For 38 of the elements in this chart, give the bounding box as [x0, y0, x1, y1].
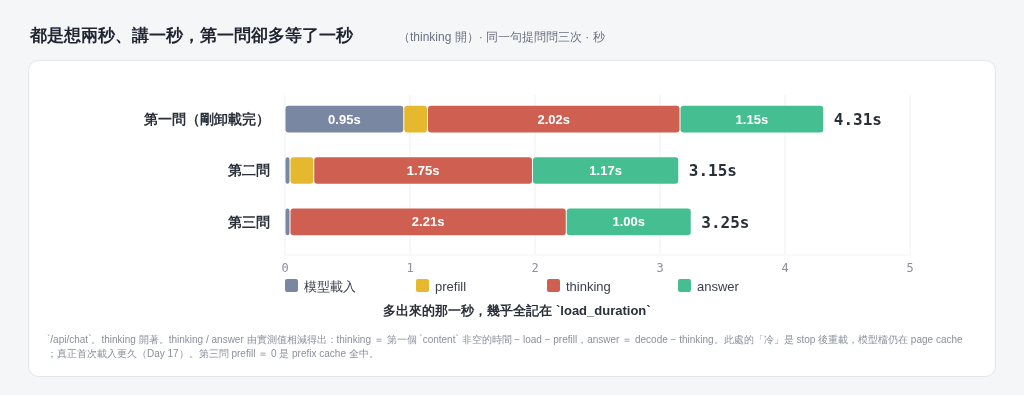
- bar: [285, 105, 404, 133]
- bar: [566, 208, 691, 236]
- data-label: 1.17s: [589, 163, 622, 179]
- bar: [533, 157, 679, 184]
- data-label: 1.15s: [735, 111, 769, 127]
- bar: [428, 105, 680, 133]
- data-label: 1.00s: [612, 214, 646, 230]
- bar: [314, 157, 532, 184]
- legend-label: prefill: [435, 278, 467, 294]
- legend-label: thinking: [566, 278, 611, 294]
- data-label: 1.75s: [406, 163, 440, 179]
- x-tick-label: 3: [656, 261, 664, 275]
- x-axis-title: 多出來的那一秒，幾乎全記在 `load_duration`: [383, 303, 651, 318]
- chart-subtitle: （thinking 開）· 同一句提問問三次 · 秒: [398, 30, 605, 44]
- total-label: 4.31s: [833, 109, 882, 129]
- legend-label: answer: [697, 278, 740, 294]
- bar: [285, 208, 290, 236]
- text: `/api/chat`。thinking 開著。thinking / answer 由實測值相減得出：thinking ＝ 第一個 `content` 非空的時間 − load − prefill，answer ＝ decode − thinking。此處的「冷」是 stop 後重載，模型檔仍在 page cache；真正首次載入更久（Day 17）。第三問 prefill ＝ 0 是 prefix cache 全中。: [47, 334, 964, 359]
- total-label: 3.15s: [688, 161, 737, 181]
- data-label: 2.02s: [537, 111, 571, 127]
- x-tick-label: 0: [281, 261, 289, 275]
- data-label: 2.21s: [411, 214, 445, 230]
- data-label: 0.95s: [328, 111, 361, 127]
- y-tick-label: 第二問: [227, 162, 270, 179]
- bar: [290, 208, 566, 236]
- bar: [680, 105, 824, 133]
- x-tick-label: 2: [531, 261, 539, 275]
- bar: [290, 157, 314, 184]
- x-tick-label: 1: [406, 261, 414, 275]
- x-tick-label: 4: [781, 261, 789, 275]
- chart-title: 都是想兩秒、講一秒，第一問卻多等了一秒: [29, 26, 354, 45]
- legend-label: 模型載入: [304, 278, 356, 294]
- y-tick-label: 第一問（剛卸載完）: [143, 110, 270, 127]
- total-label: 3.25s: [701, 212, 750, 232]
- bar: [404, 105, 427, 133]
- bar: [285, 157, 290, 184]
- y-tick-label: 第三問: [227, 213, 270, 230]
- x-tick-label: 5: [906, 261, 914, 275]
